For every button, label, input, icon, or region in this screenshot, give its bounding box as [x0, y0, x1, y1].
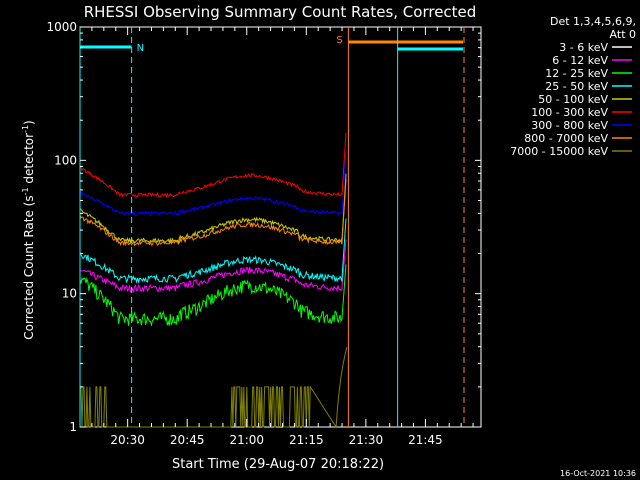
plot-frame [79, 26, 482, 428]
series-line-4 [79, 218, 347, 284]
x-tick-label: 20:45 [170, 433, 205, 447]
series-line-9 [80, 347, 348, 429]
legend-entry-label: 25 - 50 keV [545, 80, 608, 93]
plot-area: NS [79, 27, 465, 429]
x-axis-label: Start Time (29-Aug-07 20:18:22) [172, 457, 384, 472]
y-tick-label: 100 [54, 153, 77, 167]
legend-entry-label: 800 - 7000 keV [524, 132, 608, 145]
x-tick-label: 21:30 [349, 433, 384, 447]
y-tick-label: 10 [62, 287, 77, 301]
x-tick-label: 21:45 [408, 433, 443, 447]
y-axis-label-main: Corrected Count Rate (s [22, 195, 36, 339]
series-line-2 [79, 239, 347, 294]
legend-entry-label: 300 - 800 keV [531, 119, 608, 132]
x-tick-label: 21:15 [289, 433, 324, 447]
y-axis-label-sup1: -1 [21, 187, 30, 195]
legend-entry-label: 7000 - 15000 keV [510, 145, 608, 158]
y-tick-label: 1 [69, 420, 77, 434]
legend-entry-label: 50 - 100 keV [538, 93, 608, 106]
annotation-label-n: N [137, 43, 144, 54]
legend-entry-label: 12 - 25 keV [545, 67, 608, 80]
series-line-8 [79, 179, 347, 247]
x-tick-label: 21:00 [229, 433, 264, 447]
chart-title: RHESSI Observing Summary Count Rates, Co… [84, 3, 477, 21]
legend-entry-label: 3 - 6 keV [559, 41, 608, 54]
legend-title: Det 1,3,4,5,6,9, [550, 15, 636, 28]
y-axis-label: Corrected Count Rate (s-1 detector-1) [21, 120, 36, 339]
y-axis-label-mid: detector [22, 133, 36, 188]
y-tick-label: 1000 [46, 20, 77, 34]
series-line-7 [79, 149, 347, 217]
series-line-3 [79, 264, 347, 327]
annotation-label-s: S [336, 35, 342, 46]
series-line-6 [79, 132, 347, 198]
legend-entry-label: 100 - 300 keV [531, 106, 608, 119]
y-axis-label-end: ) [22, 120, 36, 125]
y-axis-label-sup2: -1 [21, 125, 30, 133]
legend-entry-label: 6 - 12 keV [552, 54, 608, 67]
footer-timestamp: 16-Oct-2021 10:36 [560, 469, 636, 478]
legend-att: Att 0 [610, 28, 636, 41]
axes: 1 10 100 1000 20:30 20:45 21:00 21:15 21:30 21:45 [46, 20, 481, 447]
x-tick-label: 20:30 [110, 433, 145, 447]
series-line-1 [79, 275, 347, 373]
